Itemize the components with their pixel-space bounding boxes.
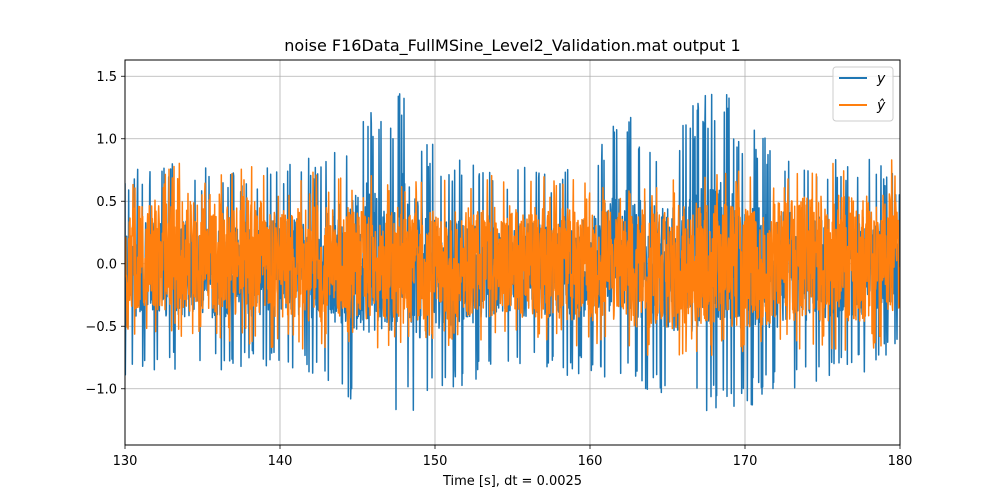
y-tick-label: 0.5 xyxy=(96,195,117,210)
x-tick-label: 170 xyxy=(733,454,758,469)
x-tick-label: 180 xyxy=(888,454,913,469)
y-tick-label: −1.0 xyxy=(85,382,117,397)
x-tick-label: 160 xyxy=(578,454,603,469)
legend-box xyxy=(832,66,894,122)
series-line-yhat xyxy=(125,159,900,356)
y-axis-ticks: −1.0 −0.5 0.0 0.5 1.0 1.5 xyxy=(85,70,125,397)
y-tick-label: 1.0 xyxy=(96,132,117,147)
x-axis-label: Time [s], dt = 0.0025 xyxy=(442,474,582,489)
axes-frame xyxy=(124,59,901,446)
legend-label-yhat: ŷ xyxy=(876,98,886,114)
legend: y ŷ xyxy=(832,66,894,122)
x-axis-ticks: 130 140 150 160 170 180 xyxy=(113,445,913,469)
y-tick-label: 0.0 xyxy=(96,257,117,272)
x-tick-label: 140 xyxy=(268,454,293,469)
y-tick-label: 1.5 xyxy=(96,70,117,85)
x-tick-label: 130 xyxy=(113,454,138,469)
x-tick-label: 150 xyxy=(423,454,448,469)
plot-data-area xyxy=(125,93,900,412)
y-tick-label: −0.5 xyxy=(85,320,117,335)
legend-label-y: y xyxy=(876,71,886,87)
chart-title: noise F16Data_FullMSine_Level2_Validatio… xyxy=(284,36,740,56)
